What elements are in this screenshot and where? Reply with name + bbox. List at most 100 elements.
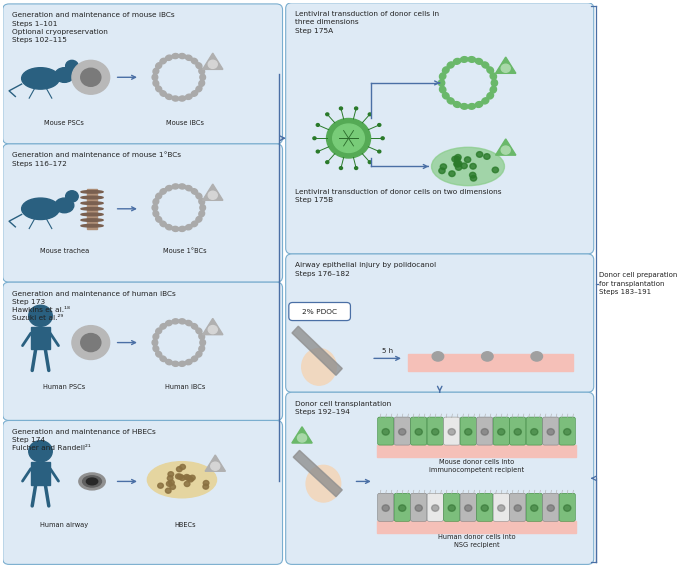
Circle shape (471, 176, 477, 181)
FancyBboxPatch shape (477, 417, 493, 445)
Circle shape (66, 191, 78, 202)
Ellipse shape (487, 92, 494, 99)
Polygon shape (495, 139, 516, 155)
Circle shape (208, 191, 217, 200)
Circle shape (369, 113, 371, 116)
Circle shape (481, 429, 488, 435)
Ellipse shape (153, 68, 159, 74)
FancyBboxPatch shape (427, 493, 443, 522)
Circle shape (168, 472, 173, 477)
Ellipse shape (155, 63, 162, 68)
Circle shape (81, 68, 101, 86)
Ellipse shape (153, 345, 159, 352)
Text: Human donor cells into
NSG recipient: Human donor cells into NSG recipient (438, 535, 516, 548)
Circle shape (547, 505, 554, 511)
Ellipse shape (155, 328, 162, 334)
Ellipse shape (152, 205, 158, 211)
FancyBboxPatch shape (286, 3, 594, 254)
Ellipse shape (172, 361, 179, 367)
Ellipse shape (179, 319, 186, 324)
FancyBboxPatch shape (477, 493, 493, 522)
Ellipse shape (179, 184, 186, 189)
Circle shape (211, 462, 220, 470)
Ellipse shape (81, 190, 103, 193)
Ellipse shape (155, 86, 162, 92)
Circle shape (188, 477, 193, 482)
FancyBboxPatch shape (286, 392, 594, 564)
Ellipse shape (147, 462, 216, 498)
FancyBboxPatch shape (3, 282, 282, 421)
FancyBboxPatch shape (460, 493, 476, 522)
Ellipse shape (186, 360, 192, 365)
Ellipse shape (160, 189, 166, 194)
Ellipse shape (81, 202, 103, 205)
Circle shape (501, 64, 510, 72)
Circle shape (377, 124, 381, 127)
Ellipse shape (306, 465, 340, 502)
Ellipse shape (196, 351, 202, 357)
Ellipse shape (475, 101, 483, 107)
Circle shape (316, 150, 319, 153)
Ellipse shape (200, 205, 206, 211)
Circle shape (327, 119, 371, 158)
Ellipse shape (172, 319, 179, 324)
Ellipse shape (196, 193, 202, 199)
Ellipse shape (153, 211, 159, 217)
Circle shape (208, 60, 217, 68)
Ellipse shape (179, 361, 186, 367)
Ellipse shape (440, 73, 446, 80)
Circle shape (175, 474, 182, 479)
Ellipse shape (191, 189, 198, 194)
Circle shape (355, 107, 358, 110)
Ellipse shape (152, 340, 158, 345)
Circle shape (564, 429, 571, 435)
Ellipse shape (482, 352, 493, 361)
Circle shape (81, 333, 101, 352)
Circle shape (340, 166, 342, 169)
Circle shape (179, 465, 186, 470)
FancyBboxPatch shape (510, 417, 526, 445)
Text: Human airway: Human airway (40, 522, 88, 528)
Circle shape (297, 434, 307, 442)
Ellipse shape (453, 101, 461, 107)
Circle shape (399, 505, 406, 511)
Ellipse shape (199, 211, 205, 217)
Circle shape (382, 505, 389, 511)
FancyBboxPatch shape (493, 493, 509, 522)
Circle shape (184, 482, 190, 487)
Ellipse shape (166, 225, 172, 230)
Ellipse shape (155, 217, 162, 222)
Circle shape (177, 474, 183, 479)
Circle shape (531, 429, 538, 435)
Circle shape (514, 505, 521, 511)
Ellipse shape (443, 92, 449, 99)
Ellipse shape (160, 58, 166, 64)
Circle shape (72, 325, 110, 360)
Ellipse shape (81, 213, 103, 215)
Ellipse shape (166, 320, 172, 325)
Ellipse shape (186, 94, 192, 99)
Circle shape (454, 161, 460, 167)
Ellipse shape (200, 340, 206, 345)
Ellipse shape (468, 104, 475, 109)
Bar (408, 354, 573, 371)
Circle shape (355, 166, 358, 169)
Ellipse shape (81, 219, 103, 221)
Circle shape (167, 476, 173, 481)
Ellipse shape (179, 96, 186, 101)
Ellipse shape (22, 198, 60, 219)
Ellipse shape (490, 86, 497, 93)
Text: Generation and maintenance of mouse iBCs
Steps 1–101
Optional cryopreservation
S: Generation and maintenance of mouse iBCs… (12, 13, 175, 43)
Ellipse shape (490, 73, 497, 80)
Ellipse shape (432, 352, 444, 361)
Text: Human iBCs: Human iBCs (165, 384, 206, 390)
Circle shape (461, 163, 467, 169)
Ellipse shape (196, 217, 202, 222)
Circle shape (415, 505, 423, 511)
Ellipse shape (199, 198, 205, 205)
Bar (87, 189, 97, 229)
Ellipse shape (153, 198, 159, 205)
Ellipse shape (22, 68, 60, 89)
Ellipse shape (460, 56, 468, 62)
FancyBboxPatch shape (493, 417, 509, 445)
